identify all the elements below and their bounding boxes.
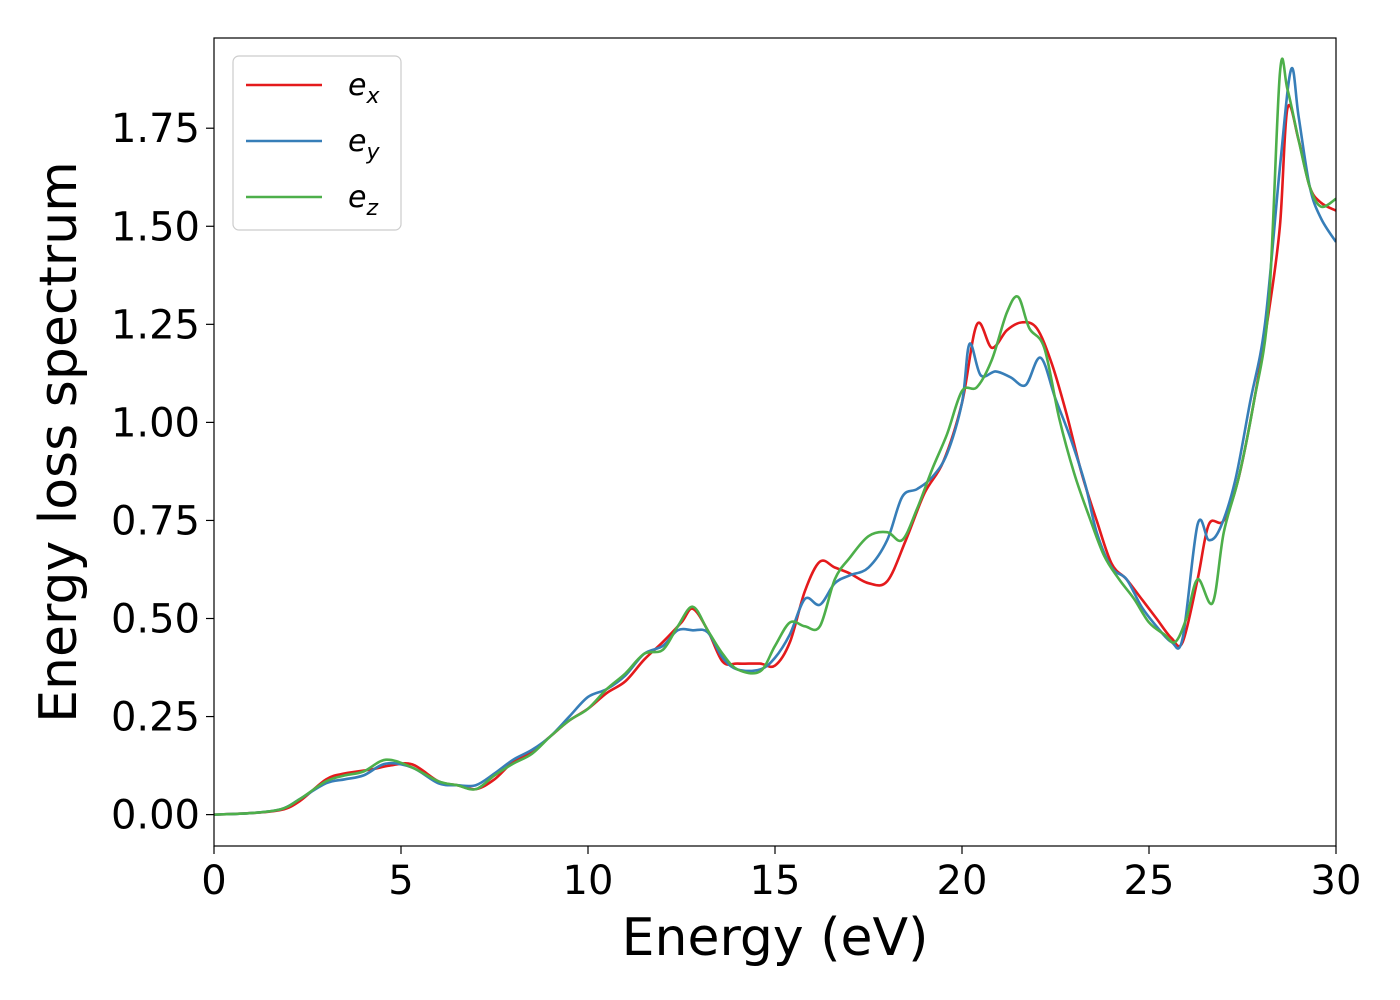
x-tick-label: 30 [1311, 858, 1362, 904]
x-axis-title: Energy (eV) [622, 908, 929, 968]
x-tick-label: 0 [201, 858, 226, 904]
y-tick-label: 0.75 [111, 498, 200, 544]
series-layer [214, 57, 1336, 816]
x-tick-label: 10 [563, 858, 614, 904]
series-line-z [214, 57, 1336, 816]
y-tick-label: 0.50 [111, 597, 200, 643]
legend-label-x: ex [348, 68, 380, 109]
y-axis: 0.00 0.25 0.50 0.75 1.00 1.25 1.50 1.75 [111, 106, 214, 839]
x-axis: 0 5 10 15 20 25 30 [201, 846, 1361, 904]
y-tick-label: 0.25 [111, 695, 200, 741]
y-tick-label: 1.25 [111, 302, 200, 348]
x-tick-label: 5 [388, 858, 413, 904]
legend-box [232, 55, 402, 231]
x-tick-label: 15 [750, 858, 801, 904]
y-tick-label: 0.00 [111, 793, 200, 839]
y-axis-title: Energy loss spectrum [29, 161, 89, 723]
y-tick-label: 1.00 [111, 400, 200, 446]
legend-label-y: ey [348, 124, 380, 165]
legend: ex ey ez [232, 55, 402, 231]
y-tick-label: 1.75 [111, 106, 200, 152]
x-tick-label: 25 [1124, 858, 1175, 904]
x-tick-label: 20 [937, 858, 988, 904]
series-line-y [214, 66, 1336, 816]
y-tick-label: 1.50 [111, 204, 200, 250]
legend-label-z: ez [348, 180, 378, 221]
